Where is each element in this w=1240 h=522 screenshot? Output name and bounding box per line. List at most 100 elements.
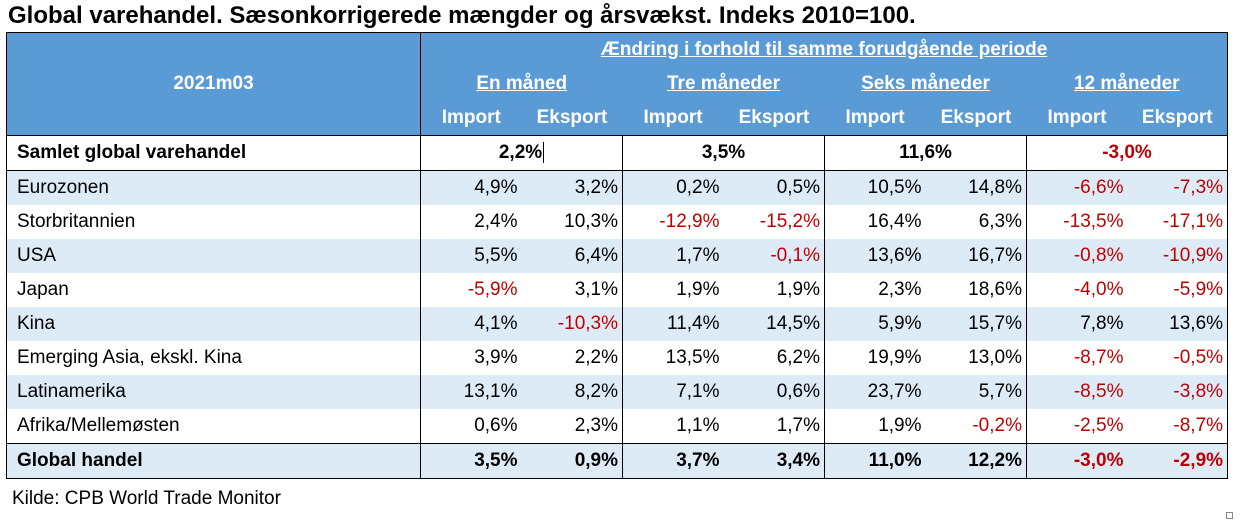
- value-cell: 3,5%: [420, 443, 522, 479]
- value-cell: 13,1%: [420, 375, 522, 409]
- trade-table: 2021m03 Ændring i forhold til samme foru…: [6, 32, 1229, 479]
- row-label: Afrika/Mellemøsten: [6, 409, 421, 444]
- resize-handle-icon: [1226, 512, 1233, 519]
- value-cell: -12,9%: [622, 205, 724, 239]
- value-cell: -6,6%: [1026, 170, 1128, 205]
- value-cell: 2,2%: [574, 347, 618, 368]
- value-cell: 6,2%: [776, 347, 820, 368]
- value-cell: 15,7%: [925, 307, 1027, 341]
- value-cell: 4,1%: [420, 307, 522, 341]
- value-cell: 23,7%: [824, 375, 926, 409]
- sub-header: Import: [824, 101, 926, 136]
- value-cell: -5,9%: [420, 273, 522, 307]
- value-cell: -10,9%: [1127, 239, 1229, 273]
- value-cell: 0,9%: [521, 443, 623, 479]
- value-cell: 13,6%: [1127, 307, 1229, 341]
- value-cell: -3,0%: [1026, 443, 1128, 479]
- value-cell: 12,2%: [925, 443, 1027, 479]
- group-title-text: Ændring i forhold til samme forudgående …: [600, 38, 1048, 60]
- value-cell: -7,3%: [1127, 170, 1229, 205]
- value-cell: -2,9%: [1127, 443, 1229, 479]
- row-label: Eurozonen: [6, 170, 421, 205]
- sub-header: Eksport: [521, 101, 623, 136]
- row-label: Latinamerika: [6, 375, 421, 409]
- value-cell: 0,6%: [723, 375, 825, 409]
- value-cell: -8,5%: [1026, 375, 1128, 409]
- value-cell: -0,8%: [1026, 239, 1128, 273]
- value-cell: -8,7%: [1026, 341, 1128, 375]
- value-cell: 11,0%: [824, 443, 926, 479]
- value-cell: 0,5%: [723, 170, 825, 205]
- group-tre-maaneder: Tre måneder: [622, 66, 825, 101]
- value-cell: 1,7%: [622, 239, 724, 273]
- sub-header: Import: [420, 101, 522, 136]
- value-cell: -15,2%: [759, 211, 820, 232]
- value-cell: 3,4%: [723, 443, 825, 479]
- value-cell: 1,9%: [824, 409, 926, 444]
- value-cell: 2,4%: [420, 205, 522, 239]
- row-label: Kina: [6, 307, 421, 341]
- sub-header: Import: [622, 101, 724, 136]
- value-cell: 3,2%: [521, 170, 623, 205]
- value-cell: 14,5%: [723, 307, 825, 341]
- row-label: USA: [6, 239, 421, 273]
- group-title: Ændring i forhold til samme forudgående …: [420, 32, 1229, 66]
- value-cell: 2,3%: [824, 273, 926, 307]
- value-cell: 10,5%: [824, 170, 926, 205]
- value-cell: 19,9%: [824, 341, 926, 375]
- value-cell: 0,2%: [622, 170, 724, 205]
- value-cell: -0,2%: [972, 415, 1022, 436]
- value-cell: 10,3%: [564, 211, 618, 232]
- merged-cell: 2,2%: [420, 135, 623, 171]
- value-cell: 13,6%: [824, 239, 926, 273]
- value-cell: 18,6%: [968, 279, 1022, 300]
- value-cell: -0,5%: [1127, 341, 1229, 375]
- value-cell: 16,7%: [925, 239, 1027, 273]
- value-cell: -10,3%: [521, 307, 623, 341]
- source-note: Kilde: CPB World Trade Monitor: [12, 488, 281, 509]
- value-cell: 5,5%: [420, 239, 522, 273]
- value-cell: -17,1%: [1127, 205, 1229, 239]
- value-cell: 11,4%: [622, 307, 724, 341]
- table-row: Kina 4,1% -10,3% 11,4% 14,5% 5,9% 15,7% 7,8% 13,…: [6, 307, 1229, 341]
- period-header: 2021m03: [6, 32, 421, 136]
- value-cell: 1,9%: [776, 279, 820, 300]
- value-cell: -0,1%: [723, 239, 825, 273]
- value-cell: 3,9%: [420, 341, 522, 375]
- value-cell: -3,8%: [1127, 375, 1229, 409]
- row-label: Japan: [6, 273, 421, 307]
- value-cell: 8,2%: [521, 375, 623, 409]
- value-cell: 14,8%: [925, 170, 1027, 205]
- value-cell: -4,0%: [1026, 273, 1128, 307]
- value-cell: 13,0%: [968, 347, 1022, 368]
- value-cell: 0,6%: [420, 409, 522, 444]
- table-row: Afrika/Mellemøsten 0,6% 2,3% 1,1% 1,7% 1,9% -0…: [6, 409, 1229, 444]
- value-cell: -5,9%: [1127, 273, 1229, 307]
- group-seks-maaneder: Seks måneder: [824, 66, 1027, 101]
- global-row: Global handel 3,5% 0,9% 3,7% 3,4% 11,0% …: [6, 443, 1229, 479]
- table-row: Latinamerika 13,1% 8,2% 7,1% 0,6% 23,7% 5,7% -8…: [6, 375, 1229, 409]
- sub-header: Eksport: [1127, 101, 1229, 136]
- value-cell: 5,7%: [925, 375, 1027, 409]
- row-label: Samlet global varehandel: [6, 135, 421, 171]
- value-cell: 6,3%: [978, 211, 1022, 232]
- value-cell: -2,5%: [1026, 409, 1128, 444]
- sub-header: Import: [1026, 101, 1128, 136]
- value-cell: 6,4%: [521, 239, 623, 273]
- value-cell: 7,8%: [1026, 307, 1128, 341]
- group-en-maaned: En måned: [420, 66, 623, 101]
- value-cell: 3,1%: [574, 279, 618, 300]
- merged-cell: 3,5%: [622, 135, 825, 171]
- value-cell: 2,3%: [574, 415, 618, 436]
- value-cell: 1,9%: [622, 273, 724, 307]
- table-row: Storbritannien 2,4% 10,3% -12,9% -15,2% 16,4%…: [6, 205, 1229, 239]
- table-row: Emerging Asia, ekskl. Kina 3,9% 2,2% 13,5% 6…: [6, 341, 1229, 375]
- value-cell: 1,1%: [622, 409, 724, 444]
- value-cell: 3,7%: [622, 443, 724, 479]
- value-cell: 7,1%: [622, 375, 724, 409]
- row-label: Storbritannien: [6, 205, 421, 239]
- value-cell: 5,9%: [824, 307, 926, 341]
- value-cell: -8,7%: [1127, 409, 1229, 444]
- table-row: Japan -5,9% 3,1% 1,9% 1,9% 2,3% 18,6% -4,0% -5,9…: [6, 273, 1229, 307]
- value-cell: 16,4%: [824, 205, 926, 239]
